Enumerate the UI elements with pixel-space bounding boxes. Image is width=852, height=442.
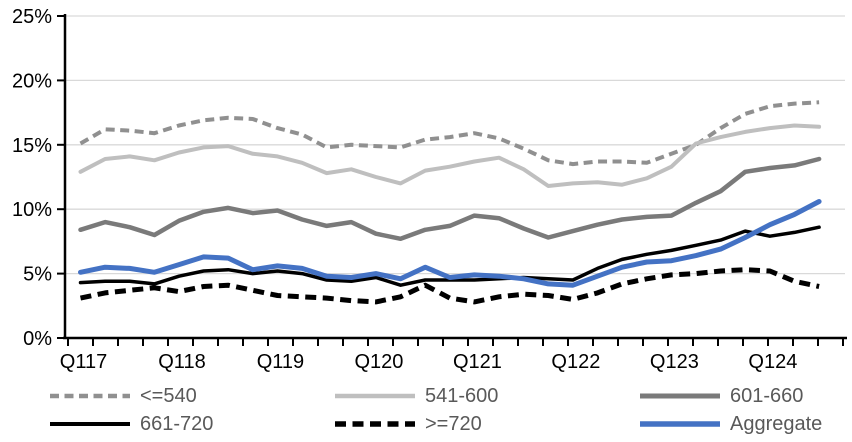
series-line-720 xyxy=(79,267,820,305)
x-tick-label: Q120 xyxy=(354,351,403,373)
y-tick-label: 10% xyxy=(12,199,52,221)
legend-item-le-540: <=540 xyxy=(48,385,197,407)
x-tick-label: Q119 xyxy=(257,351,304,373)
y-tick-label: 0% xyxy=(23,328,52,350)
x-tick-label: Q122 xyxy=(551,351,600,373)
series-line-540 xyxy=(79,100,820,167)
y-tick-label: 20% xyxy=(12,70,52,92)
legend-item-aggregate: Aggregate xyxy=(638,413,822,435)
series-line-541-600 xyxy=(78,123,822,188)
x-tick-label: Q121 xyxy=(453,351,502,373)
legend-label-le-540: <=540 xyxy=(140,385,197,407)
legend-item-ge-720: >=720 xyxy=(333,413,482,435)
legend-item-541-600: 541-600 xyxy=(333,385,498,407)
legend-swatch-541-600 xyxy=(335,393,415,399)
legend-label-661-720: 661-720 xyxy=(140,413,214,435)
series-line-661-720 xyxy=(78,225,821,287)
series-line-aggregate xyxy=(78,199,822,288)
x-tick-label: Q117 xyxy=(60,351,107,373)
y-tick-label: 15% xyxy=(12,135,52,157)
legend-swatch-le-540 xyxy=(50,393,130,399)
legend-label-aggregate: Aggregate xyxy=(730,413,823,435)
legend-label-601-660: 601-660 xyxy=(730,385,804,407)
legend-label-ge-720: >=720 xyxy=(425,413,482,435)
legend-swatch-ge-720 xyxy=(335,421,415,427)
legend-swatch-661-720 xyxy=(50,422,130,426)
legend-item-601-660: 601-660 xyxy=(638,385,803,407)
x-tick-label: Q123 xyxy=(650,351,699,373)
x-tick-label: Q124 xyxy=(748,351,797,373)
legend-item-661-720: 661-720 xyxy=(48,413,213,435)
y-tick-label: 25% xyxy=(12,6,52,28)
legend-label-541-600: 541-600 xyxy=(425,385,499,407)
legend-swatch-601-660 xyxy=(640,393,720,399)
series-line-601-660 xyxy=(78,156,822,242)
legend-swatch-aggregate xyxy=(640,421,720,427)
line-chart-canvas: 0% 5% 10% 15% 20% 25% Q117 Q118 Q119 Q120 Q121 Q122… xyxy=(12,6,847,373)
y-tick-label: 5% xyxy=(23,264,52,286)
x-tick-label: Q118 xyxy=(158,351,205,373)
